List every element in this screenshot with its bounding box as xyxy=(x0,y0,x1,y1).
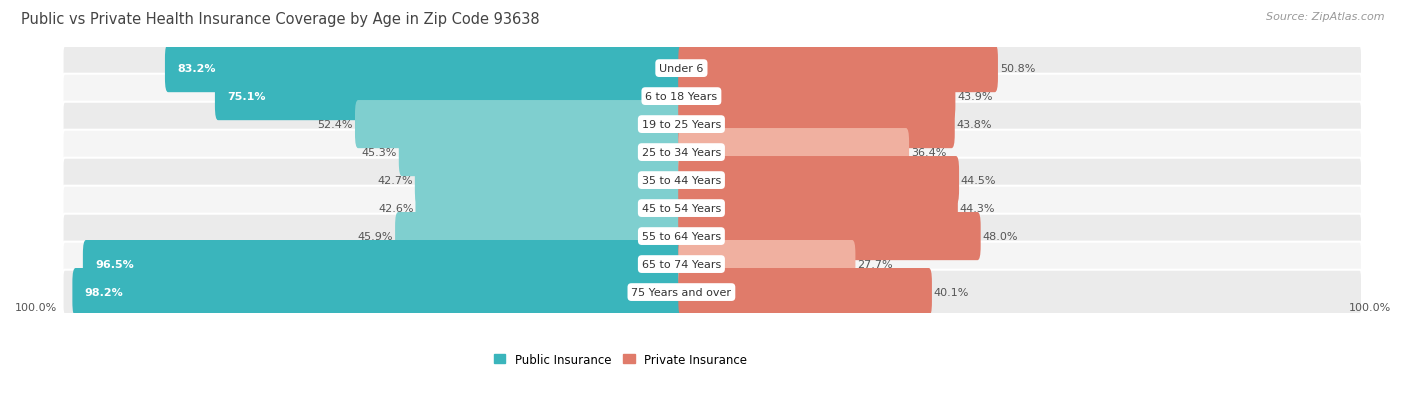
Text: 25 to 34 Years: 25 to 34 Years xyxy=(641,148,721,158)
Text: 100.0%: 100.0% xyxy=(15,302,58,313)
Text: 42.7%: 42.7% xyxy=(377,176,413,186)
FancyBboxPatch shape xyxy=(678,185,957,233)
FancyBboxPatch shape xyxy=(62,131,1362,175)
Text: 65 to 74 Years: 65 to 74 Years xyxy=(641,259,721,269)
Text: 19 to 25 Years: 19 to 25 Years xyxy=(641,120,721,130)
Text: 96.5%: 96.5% xyxy=(96,259,134,269)
Text: 36.4%: 36.4% xyxy=(911,148,946,158)
Text: 55 to 64 Years: 55 to 64 Years xyxy=(643,232,721,242)
Text: 52.4%: 52.4% xyxy=(318,120,353,130)
FancyBboxPatch shape xyxy=(415,185,685,233)
Text: 45 to 54 Years: 45 to 54 Years xyxy=(641,204,721,214)
Text: 42.6%: 42.6% xyxy=(378,204,413,214)
FancyBboxPatch shape xyxy=(678,45,998,93)
Text: 27.7%: 27.7% xyxy=(858,259,893,269)
Text: 6 to 18 Years: 6 to 18 Years xyxy=(645,92,717,102)
FancyBboxPatch shape xyxy=(62,270,1362,315)
FancyBboxPatch shape xyxy=(678,268,932,316)
Text: 44.5%: 44.5% xyxy=(960,176,997,186)
FancyBboxPatch shape xyxy=(62,102,1362,147)
Text: 40.1%: 40.1% xyxy=(934,287,969,297)
FancyBboxPatch shape xyxy=(678,129,910,177)
Text: 75.1%: 75.1% xyxy=(228,92,266,102)
Text: 43.9%: 43.9% xyxy=(957,92,993,102)
Text: 48.0%: 48.0% xyxy=(983,232,1018,242)
FancyBboxPatch shape xyxy=(678,101,955,149)
Text: 100.0%: 100.0% xyxy=(1348,302,1391,313)
Text: 75 Years and over: 75 Years and over xyxy=(631,287,731,297)
Text: 43.8%: 43.8% xyxy=(956,120,993,130)
FancyBboxPatch shape xyxy=(678,157,959,205)
Text: 98.2%: 98.2% xyxy=(84,287,124,297)
FancyBboxPatch shape xyxy=(62,158,1362,203)
FancyBboxPatch shape xyxy=(678,240,855,288)
FancyBboxPatch shape xyxy=(62,242,1362,287)
FancyBboxPatch shape xyxy=(415,157,685,205)
FancyBboxPatch shape xyxy=(678,73,955,121)
FancyBboxPatch shape xyxy=(395,213,685,261)
FancyBboxPatch shape xyxy=(215,73,685,121)
Text: 83.2%: 83.2% xyxy=(177,64,215,74)
FancyBboxPatch shape xyxy=(62,186,1362,231)
FancyBboxPatch shape xyxy=(62,47,1362,91)
FancyBboxPatch shape xyxy=(354,101,685,149)
FancyBboxPatch shape xyxy=(62,214,1362,259)
Text: 44.3%: 44.3% xyxy=(960,204,995,214)
Text: 45.9%: 45.9% xyxy=(357,232,394,242)
FancyBboxPatch shape xyxy=(62,74,1362,119)
Text: 45.3%: 45.3% xyxy=(361,148,396,158)
Text: Source: ZipAtlas.com: Source: ZipAtlas.com xyxy=(1267,12,1385,22)
Text: 35 to 44 Years: 35 to 44 Years xyxy=(641,176,721,186)
Text: 50.8%: 50.8% xyxy=(1000,64,1035,74)
FancyBboxPatch shape xyxy=(399,129,685,177)
FancyBboxPatch shape xyxy=(678,213,980,261)
Text: Under 6: Under 6 xyxy=(659,64,703,74)
FancyBboxPatch shape xyxy=(165,45,685,93)
FancyBboxPatch shape xyxy=(72,268,685,316)
FancyBboxPatch shape xyxy=(83,240,685,288)
Text: Public vs Private Health Insurance Coverage by Age in Zip Code 93638: Public vs Private Health Insurance Cover… xyxy=(21,12,540,27)
Legend: Public Insurance, Private Insurance: Public Insurance, Private Insurance xyxy=(494,353,748,366)
